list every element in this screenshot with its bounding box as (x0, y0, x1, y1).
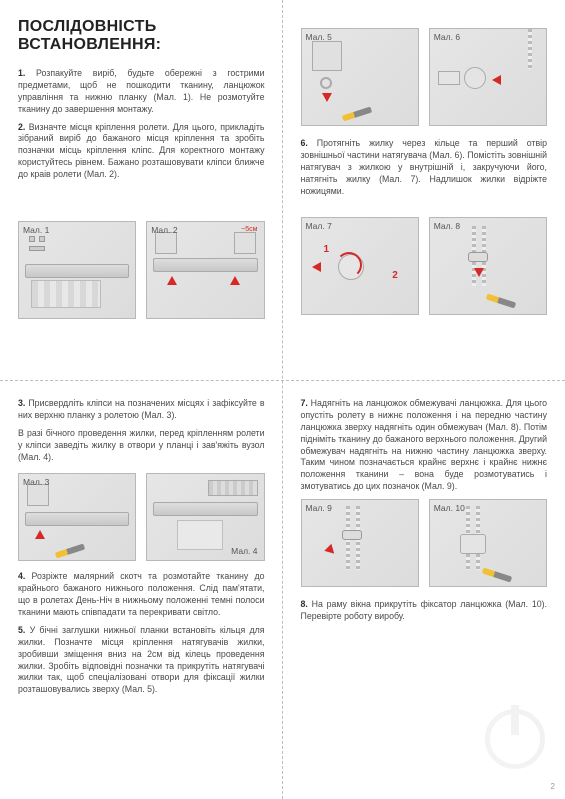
step-2: 2. Визначте місця кріплення ролети. Для … (18, 122, 265, 181)
figure-8-label: Мал. 8 (434, 221, 460, 231)
step-1: 1. Розпакуйте виріб, будьте обережні з г… (18, 68, 265, 116)
figure-row-3-4: Мал. 3 Мал. 4 (18, 473, 265, 561)
step-6: 6. Протягніть жилку через кільце та перш… (301, 138, 548, 197)
figure-row-5-6: Мал. 5 Мал. 6 (301, 28, 548, 126)
figure-row-7-8: Мал. 7 1 2 Мал. 8 (301, 217, 548, 315)
figure-4-label: Мал. 4 (231, 546, 257, 556)
step-3b: В разі бічного проведення жилки, перед к… (18, 428, 265, 464)
step-3: 3. Присвердліть кліпси на позначених міс… (18, 398, 265, 422)
vertical-divider (282, 0, 283, 799)
figure-7-callout-1: 1 (324, 244, 330, 255)
figure-9: Мал. 9 (301, 499, 419, 587)
step-5: 5. У бічні заглушки нижньої планки встан… (18, 625, 265, 696)
figure-9-label: Мал. 9 (306, 503, 332, 513)
figure-1-label: Мал. 1 (23, 225, 49, 235)
quadrant-bottom-right: 7. Надягніть на ланцюжок обмежувачі ланц… (283, 380, 565, 799)
figure-5-label: Мал. 5 (306, 32, 332, 42)
figure-6-label: Мал. 6 (434, 32, 460, 42)
figure-3-label: Мал. 3 (23, 477, 49, 487)
quadrant-bottom-left: 3. Присвердліть кліпси на позначених міс… (0, 380, 283, 799)
figure-2-label: Мал. 2 (151, 225, 177, 235)
figure-7-label: Мал. 7 (306, 221, 332, 231)
figure-10-label: Мал. 10 (434, 503, 465, 513)
figure-4: Мал. 4 (146, 473, 264, 561)
watermark-logo (485, 709, 545, 769)
figure-3: Мал. 3 (18, 473, 136, 561)
page-number: 2 (551, 782, 555, 791)
quadrant-top-left: ПОСЛІДОВНІСТЬ ВСТАНОВЛЕННЯ: 1. Розпакуйт… (0, 0, 283, 380)
figure-10: Мал. 10 (429, 499, 547, 587)
main-title: ПОСЛІДОВНІСТЬ ВСТАНОВЛЕННЯ: (18, 18, 265, 54)
horizontal-divider (0, 380, 565, 381)
quadrant-top-right: Мал. 5 Мал. 6 6. Протягніть жилку через … (283, 0, 565, 380)
figure-row-1-2: Мал. 1 Мал. 2 ~5см (18, 221, 265, 319)
figure-5: Мал. 5 (301, 28, 419, 126)
figure-2: Мал. 2 ~5см (146, 221, 264, 319)
figure-row-9-10: Мал. 9 Мал. 10 (301, 499, 548, 587)
figure-7: Мал. 7 1 2 (301, 217, 419, 315)
step-8: 8. На раму вікна прикрутіть фіксатор лан… (301, 599, 548, 623)
figure-1: Мал. 1 (18, 221, 136, 319)
figure-8: Мал. 8 (429, 217, 547, 315)
figure-6: Мал. 6 (429, 28, 547, 126)
step-7: 7. Надягніть на ланцюжок обмежувачі ланц… (301, 398, 548, 493)
step-4: 4. Розріжте малярний скотч та розмотайте… (18, 571, 265, 619)
figure-7-callout-2: 2 (392, 270, 398, 281)
figure-2-dimension: ~5см (241, 226, 257, 233)
